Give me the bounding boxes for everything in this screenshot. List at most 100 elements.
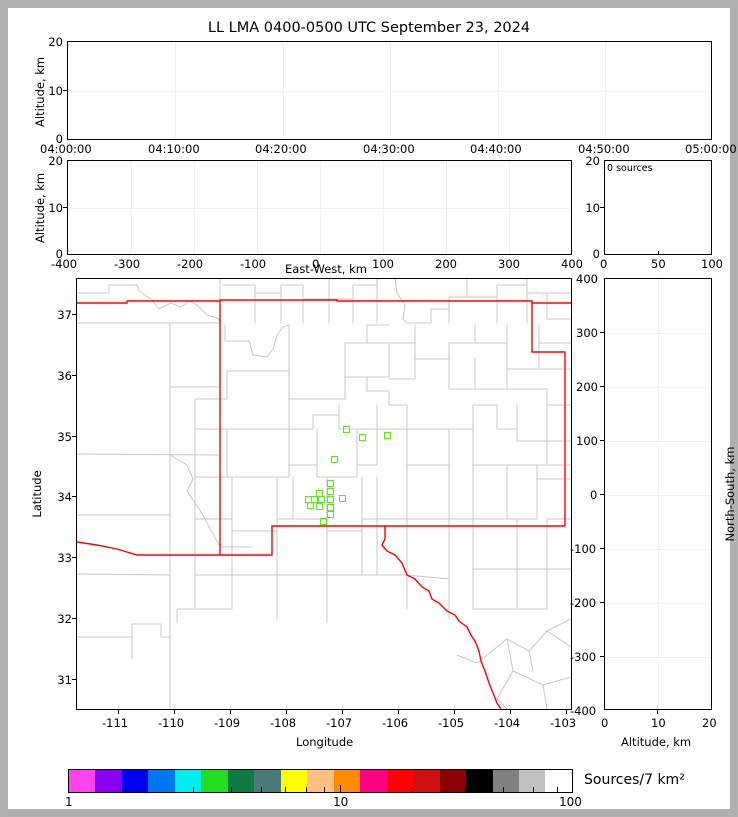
cbar-tick-minor [324, 787, 325, 793]
cbar-tick-minor [193, 787, 194, 793]
colorbar-swatch [333, 770, 361, 792]
time-height-panel[interactable] [67, 41, 712, 140]
map-xtick-108: -108 [270, 716, 297, 730]
map-geography [77, 279, 571, 709]
p1-xtick-4: 04:40:00 [470, 142, 522, 156]
cbar-label-10: 10 [333, 795, 349, 809]
map-ytick-35: 35 [57, 430, 72, 444]
source-marker [339, 495, 346, 502]
p3-ytick-20: 20 [585, 154, 600, 168]
map-xtick-110: -110 [158, 716, 185, 730]
cbar-label-1: 1 [65, 795, 73, 809]
source-marker [327, 480, 334, 487]
p1-xtick-2: 04:20:00 [255, 142, 307, 156]
map-xtick-106: -106 [382, 716, 409, 730]
p3-xtick-100: 100 [701, 257, 723, 271]
p2-xtick-7: 300 [498, 257, 520, 271]
p1-xtick-0: 04:00:00 [40, 142, 92, 156]
map-ytick-36: 36 [57, 369, 72, 383]
colorbar-title: Sources/7 km² [584, 772, 685, 788]
colorbar-swatch [307, 770, 334, 792]
p2-ylabel: Altitude, km [33, 172, 47, 243]
colorbar-swatch [492, 770, 519, 792]
p2-xtick-6: 200 [435, 257, 457, 271]
p1-ytick-0: 0 [55, 132, 63, 146]
figure-title: LL LMA 0400-0500 UTC September 23, 2024 [207, 20, 531, 36]
map-ytick-34: 34 [57, 490, 72, 504]
source-marker [343, 426, 350, 433]
north-south-height-panel[interactable] [604, 278, 712, 710]
source-marker [327, 511, 334, 518]
east-west-height-panel[interactable] [67, 160, 572, 255]
colorbar-swatch [386, 770, 414, 792]
p2-xtick-0: -400 [51, 257, 78, 271]
source-marker [384, 432, 391, 439]
p5-ylabel: North-South, km [723, 446, 737, 542]
p1-xtick-1: 04:10:00 [148, 142, 200, 156]
cbar-tick-minor [411, 787, 412, 793]
p3-ytick-10: 10 [585, 201, 600, 215]
p5-xtick-10: 10 [651, 716, 666, 730]
map-right-ytick-400p: 400 [576, 272, 598, 286]
map-right-ytick-0: 0 [590, 488, 598, 502]
p3-ytick-0: 0 [592, 247, 600, 261]
map-ytick-37: 37 [57, 308, 72, 322]
map-xtick-111: -111 [102, 716, 129, 730]
p3-xtick-0: 0 [600, 257, 608, 271]
source-marker [320, 518, 327, 525]
colorbar-swatch [148, 770, 175, 792]
source-marker [318, 496, 325, 503]
source-marker [316, 503, 323, 510]
cbar-tick-minor [557, 787, 558, 793]
cbar-tick-minor [231, 787, 232, 793]
colorbar-swatch [466, 770, 493, 792]
p2-xtick-8: 400 [561, 257, 583, 271]
map-right-ytick-200p: 200 [576, 380, 598, 394]
map-right-ytick-100n: -100 [570, 542, 597, 556]
colorbar-swatch [69, 770, 96, 792]
map-xtick-103: -103 [550, 716, 577, 730]
p1-xtick-3: 04:30:00 [363, 142, 415, 156]
map-xtick-107: -107 [326, 716, 353, 730]
source-marker [327, 496, 334, 503]
p2-ytick-0: 0 [55, 247, 63, 261]
map-ylabel: Latitude [30, 470, 44, 518]
p5-xtick-0: 0 [601, 716, 609, 730]
colorbar-swatch [121, 770, 149, 792]
cbar-tick-minor [139, 787, 140, 793]
map-xtick-105: -105 [438, 716, 465, 730]
map-xlabel: Longitude [296, 735, 354, 749]
map-right-ytick-200n: -200 [570, 596, 597, 610]
colorbar-swatch [280, 770, 308, 792]
map-xtick-104: -104 [494, 716, 521, 730]
colorbar-swatch [545, 770, 572, 792]
p1-ytick-10: 10 [48, 84, 63, 98]
colorbar-swatch [413, 770, 440, 792]
p5-xlabel: Altitude, km [621, 735, 692, 749]
altitude-histogram-panel[interactable] [604, 160, 712, 255]
colorbar-swatch [174, 770, 202, 792]
plan-view-map-panel[interactable] [76, 278, 572, 710]
figure-canvas: LL LMA 0400-0500 UTC September 23, 2024 … [8, 8, 737, 809]
source-marker [327, 488, 334, 495]
sources-density-colorbar[interactable] [68, 769, 573, 793]
source-marker [311, 496, 318, 503]
cbar-label-100: 100 [559, 795, 582, 809]
p2-xtick-4: 0 [312, 257, 320, 271]
map-ytick-33: 33 [57, 551, 72, 565]
cbar-tick-minor [285, 787, 286, 793]
sources-count-annotation: 0 sources [607, 163, 653, 174]
p2-xtick-2: -200 [177, 257, 204, 271]
p2-xlabel: East-West, km [285, 262, 367, 276]
map-ytick-31: 31 [57, 673, 72, 687]
colorbar-swatch [439, 770, 467, 792]
p2-ytick-20: 20 [48, 154, 63, 168]
cbar-tick-minor [261, 787, 262, 793]
p1-xtick-5: 04:50:00 [578, 142, 630, 156]
map-right-ytick-300n: -300 [570, 650, 597, 664]
p2-xtick-5: 100 [372, 257, 394, 271]
colorbar-swatch [201, 770, 228, 792]
source-marker [331, 456, 338, 463]
cbar-tick-minor [533, 787, 534, 793]
colorbar-swatch [227, 770, 255, 792]
